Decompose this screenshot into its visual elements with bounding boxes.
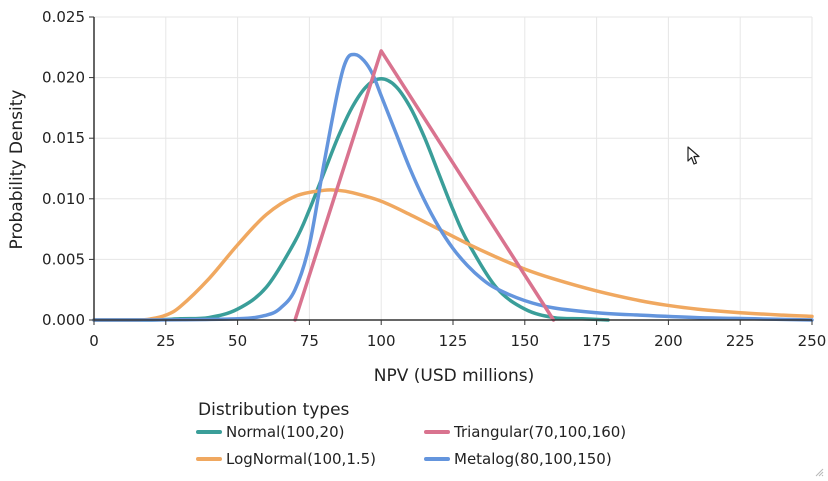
y-tick-label: 0.005 [42, 250, 85, 268]
legend-entry-label: LogNormal(100,1.5) [226, 450, 376, 468]
mouse-pointer-icon [687, 146, 700, 165]
axes: 0 25 50 75 100 125 150 175 200 225 250 0.000 0.005 0.… [42, 8, 826, 350]
x-tick-label: 150 [510, 332, 539, 350]
x-axis-title: NPV (USD millions) [374, 366, 534, 386]
x-tick-label: 0 [89, 332, 99, 350]
y-tick-label: 0.000 [42, 311, 85, 329]
legend: Distribution types Normal(100,20) LogNorm… [196, 400, 626, 468]
legend-title: Distribution types [198, 400, 350, 420]
series-lines [92, 49, 814, 322]
legend-entry-label: Metalog(80,100,150) [454, 450, 612, 468]
x-tick-label: 75 [300, 332, 319, 350]
y-tick-label: 0.015 [42, 129, 85, 147]
y-tick-label: 0.020 [42, 69, 85, 87]
legend-entry-label: Triangular(70,100,160) [453, 423, 626, 441]
x-tick-label: 175 [582, 332, 611, 350]
series-line-metalog [92, 52, 814, 322]
y-tick-label: 0.010 [42, 190, 85, 208]
x-tick-label: 25 [156, 332, 175, 350]
x-tick-label: 50 [228, 332, 247, 350]
resize-grip-icon[interactable] [814, 467, 824, 477]
x-tick-label: 100 [367, 332, 396, 350]
y-tick-label: 0.025 [42, 8, 85, 26]
x-tick-label: 125 [439, 332, 468, 350]
y-axis-title: Probability Density [7, 90, 27, 250]
x-tick-label: 200 [654, 332, 683, 350]
grid-lines [93, 16, 813, 321]
series-line-triangular [293, 49, 556, 322]
series-line-lognormal [92, 188, 814, 322]
x-tick-label: 225 [726, 332, 755, 350]
x-tick-label: 250 [798, 332, 827, 350]
legend-entry-label: Normal(100,20) [226, 423, 344, 441]
